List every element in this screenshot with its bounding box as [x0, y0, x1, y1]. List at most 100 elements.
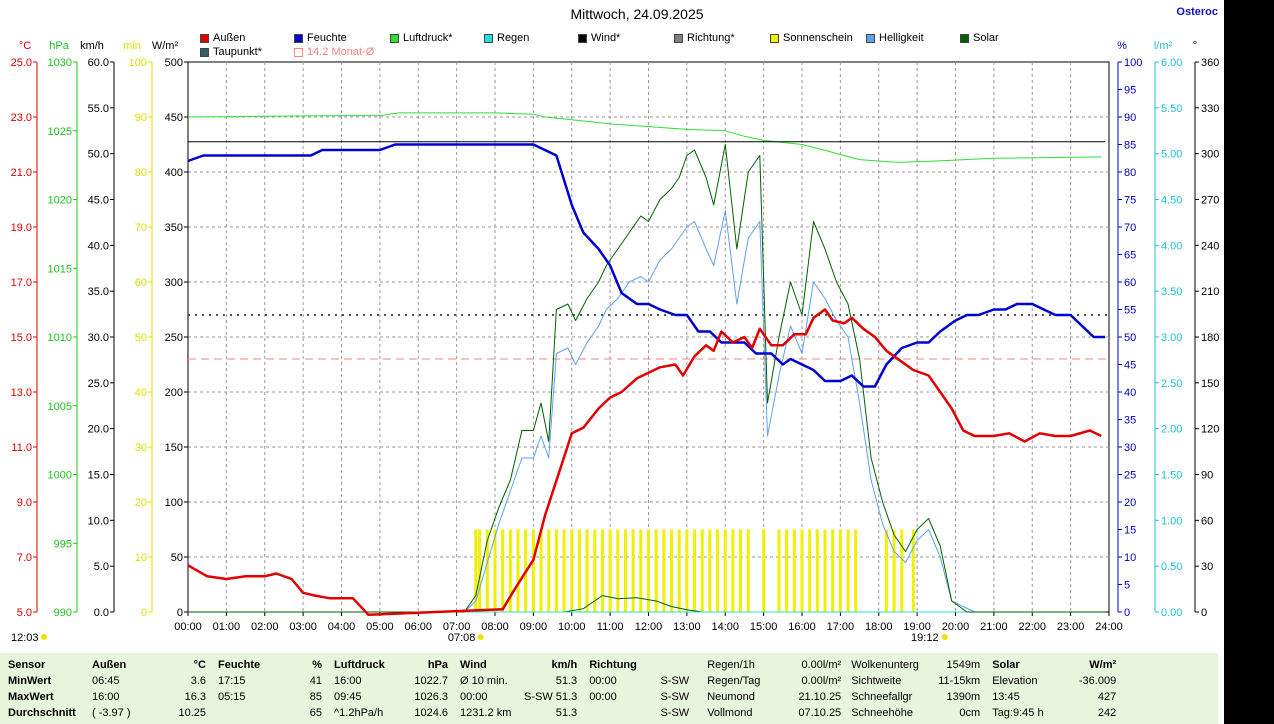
series-line-helligkeit [188, 210, 1106, 613]
legend-label: Wind* [591, 32, 621, 44]
legend-item: Richtung* [674, 32, 735, 44]
solar-tick-label: 100 [165, 497, 183, 509]
hum-unit-label: % [1117, 40, 1127, 52]
legend-label: Taupunkt* [213, 46, 262, 58]
solar-tick-label: 350 [165, 222, 183, 234]
temp-tick-label: 11.0 [11, 442, 32, 454]
stats-header-aussen: Außen [92, 659, 127, 671]
legend-item: Solar [960, 32, 999, 44]
stats-cell: 41 [309, 675, 322, 687]
stats-row-label: MaxWert [8, 691, 54, 703]
legend-label: 14.2 Monat-Ø [307, 46, 375, 58]
legend-label: Richtung* [687, 32, 735, 44]
rain-tick-label: 2.00 [1161, 424, 1182, 436]
stats-extra-value: 242 [1097, 707, 1117, 719]
sunshine-bar [838, 529, 842, 612]
legend-item: Luftdruck* [390, 32, 453, 44]
time-label: 23:00 [1057, 621, 1085, 633]
temp-tick-label: 17.0 [11, 277, 32, 289]
sunshine-bar [815, 529, 819, 612]
sunshine-bar [516, 529, 520, 612]
stats-cell: 3.6 [190, 675, 206, 687]
hum-tick-label: 75 [1124, 195, 1136, 207]
station-name[interactable]: Osteroc [1176, 6, 1218, 18]
stats-extra-value: 0cm [959, 707, 981, 719]
rain-tick-label: 1.50 [1161, 470, 1182, 482]
stats-cell: 65 [309, 707, 322, 719]
stats-cell: 85 [309, 691, 322, 703]
sunshine-bar [647, 529, 650, 612]
stats-header-richtung: Richtung [589, 659, 637, 671]
wind-tick-label: 55.0 [88, 103, 109, 115]
wind-tick-label: 10.0 [88, 515, 109, 527]
sunshine-bar [746, 529, 750, 612]
legend-swatch [866, 33, 875, 43]
dir-tick-label: 330 [1201, 103, 1219, 115]
time-label: 09:00 [520, 621, 548, 633]
sunrise-label: 07:08 [448, 632, 476, 644]
solar-tick-label: 200 [165, 387, 183, 399]
rain-tick-label: 6.00 [1161, 57, 1182, 69]
press-tick-label: 1030 [48, 57, 72, 69]
time-label: 12:00 [635, 621, 663, 633]
solar-tick-label: 150 [165, 442, 183, 454]
stats-cell-dir: S-SW [660, 707, 690, 719]
stats-extra-value: W/m² [1089, 659, 1117, 671]
sunshine-bar [616, 529, 620, 612]
stats-header-aussen-unit: °C [193, 659, 206, 671]
sunshine-bar [700, 529, 704, 612]
time-label: 08:00 [481, 621, 509, 633]
stats-cell: S-SW [579, 705, 691, 721]
dir-tick-label: 210 [1201, 286, 1219, 298]
legend-label: Luftdruck* [403, 32, 453, 44]
stats-extra-label: Elevation [992, 675, 1038, 687]
legend-label: Solar [973, 32, 999, 44]
time-label: 06:00 [404, 621, 432, 633]
hum-tick-label: 95 [1124, 85, 1136, 97]
sunshine-bar [554, 529, 558, 612]
time-label: 24:00 [1095, 621, 1123, 633]
legend-label: Helligkeit [879, 32, 924, 44]
series-line-uv-small [564, 594, 703, 613]
stats-extra-value: 11-15km [938, 675, 981, 687]
wind-tick-label: 50.0 [88, 149, 109, 161]
sunshine-bar [501, 529, 505, 612]
sunshine-bar [485, 529, 489, 612]
stats-extra-value: 1390m [946, 691, 981, 703]
temp-tick-label: 9.0 [17, 497, 32, 509]
time-label: 02:00 [251, 621, 279, 633]
hum-tick-label: 90 [1124, 112, 1136, 124]
rain-tick-label: 3.00 [1161, 332, 1182, 344]
sunshine-bar [493, 529, 497, 612]
time-label: 14:00 [711, 621, 739, 633]
time-label: 22:00 [1018, 621, 1046, 633]
legend-label: Außen [213, 32, 246, 44]
time-label: 16:00 [788, 621, 816, 633]
sun-tick-label: 20 [135, 497, 147, 509]
wind-tick-label: 40.0 [88, 240, 109, 252]
legend-swatch [960, 33, 969, 43]
legend-swatch [674, 33, 683, 43]
sun-tick-label: 50 [135, 332, 147, 344]
sunshine-bar [508, 529, 512, 612]
stats-extra-label: Regen/1h [707, 659, 755, 671]
solar-tick-label: 500 [165, 57, 183, 69]
sunshine-bar [884, 529, 888, 612]
rain-tick-label: 0.00 [1161, 607, 1182, 619]
hum-tick-label: 60 [1124, 277, 1136, 289]
time-label: 21:00 [980, 621, 1008, 633]
wind-unit-label: km/h [80, 40, 104, 52]
sunset-label: 19:12 [911, 632, 939, 644]
wind-tick-label: 35.0 [88, 286, 109, 298]
dir-tick-label: 300 [1201, 149, 1219, 161]
sun-tick-label: 0 [141, 607, 147, 619]
sun-tick-label: 90 [135, 112, 147, 124]
series-line-außen [187, 308, 1102, 617]
hum-tick-label: 70 [1124, 222, 1136, 234]
stats-extra-label: 13:45 [992, 691, 1020, 703]
stats-cell: Ø 10 min. [460, 675, 508, 687]
time-label: 18:00 [865, 621, 893, 633]
time-label: 17:00 [827, 621, 855, 633]
stats-extra-label: Schneehöhe [851, 707, 913, 719]
sunshine-bar [600, 529, 604, 612]
